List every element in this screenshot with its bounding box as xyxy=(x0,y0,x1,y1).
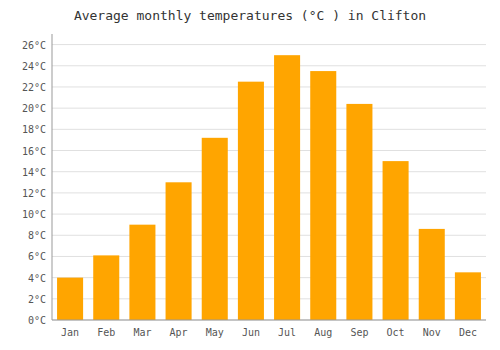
y-tick-label: 2°C xyxy=(28,294,46,305)
x-tick-label: Sep xyxy=(350,327,368,338)
y-axis: 0°C 2°C 4°C 6°C 8°C 10°C 12°C 14°C 16°C 18°C 20°C 2… xyxy=(22,34,486,326)
bar xyxy=(57,278,83,320)
bar xyxy=(129,225,155,320)
grid-line xyxy=(52,86,486,87)
title: Average monthly temperatures (°C ) in Cl… xyxy=(74,8,426,23)
grid-line xyxy=(52,44,486,45)
y-tick-label: 8°C xyxy=(28,230,46,241)
x-tick-label: Jun xyxy=(242,327,260,338)
grid-line xyxy=(52,108,486,109)
x-tick-label: Dec xyxy=(459,327,477,338)
bar xyxy=(238,82,264,320)
grid-line xyxy=(52,320,486,321)
x-tick-label: Nov xyxy=(423,327,441,338)
x-axis-line xyxy=(52,320,486,321)
y-tick-label: 12°C xyxy=(22,188,46,199)
bar xyxy=(346,104,372,320)
x-tick-label: Jan xyxy=(61,327,79,338)
y-tick-label: 22°C xyxy=(22,82,46,93)
y-tick-label: 26°C xyxy=(22,40,46,51)
bar xyxy=(166,182,192,320)
y-tick-label: 18°C xyxy=(22,124,46,135)
x-tick-label: Jul xyxy=(278,327,296,338)
grid-line xyxy=(52,192,486,193)
bar xyxy=(310,71,336,320)
grid-line xyxy=(52,171,486,172)
x-tick-label: Feb xyxy=(97,327,115,338)
bar xyxy=(93,255,119,320)
bar xyxy=(455,272,481,320)
y-tick-label: 16°C xyxy=(22,146,46,157)
chart: Average monthly temperatures (°C ) in Cl… xyxy=(0,0,500,350)
grid-line xyxy=(52,65,486,66)
grid-line xyxy=(52,214,486,215)
x-tick-label: Apr xyxy=(170,327,188,338)
bars xyxy=(57,55,481,320)
bar xyxy=(202,138,228,320)
y-tick-label: 0°C xyxy=(28,315,46,326)
grid-line xyxy=(52,150,486,151)
bar xyxy=(274,55,300,320)
y-tick-label: 4°C xyxy=(28,273,46,284)
y-tick-label: 14°C xyxy=(22,167,46,178)
x-tick-label: Oct xyxy=(387,327,405,338)
y-axis-line xyxy=(52,34,53,320)
bar xyxy=(383,161,409,320)
grid-line xyxy=(52,129,486,130)
y-tick-label: 6°C xyxy=(28,251,46,262)
x-tick-label: Aug xyxy=(314,327,332,338)
x-axis: Jan Feb Mar Apr May Jun Jul Aug Sep Oct Nov Dec xyxy=(52,320,486,338)
x-tick-label: Mar xyxy=(133,327,151,338)
y-tick-label: 20°C xyxy=(22,103,46,114)
x-tick-label: May xyxy=(206,327,224,338)
bar xyxy=(419,229,445,320)
y-tick-label: 10°C xyxy=(22,209,46,220)
y-tick-label: 24°C xyxy=(22,61,46,72)
